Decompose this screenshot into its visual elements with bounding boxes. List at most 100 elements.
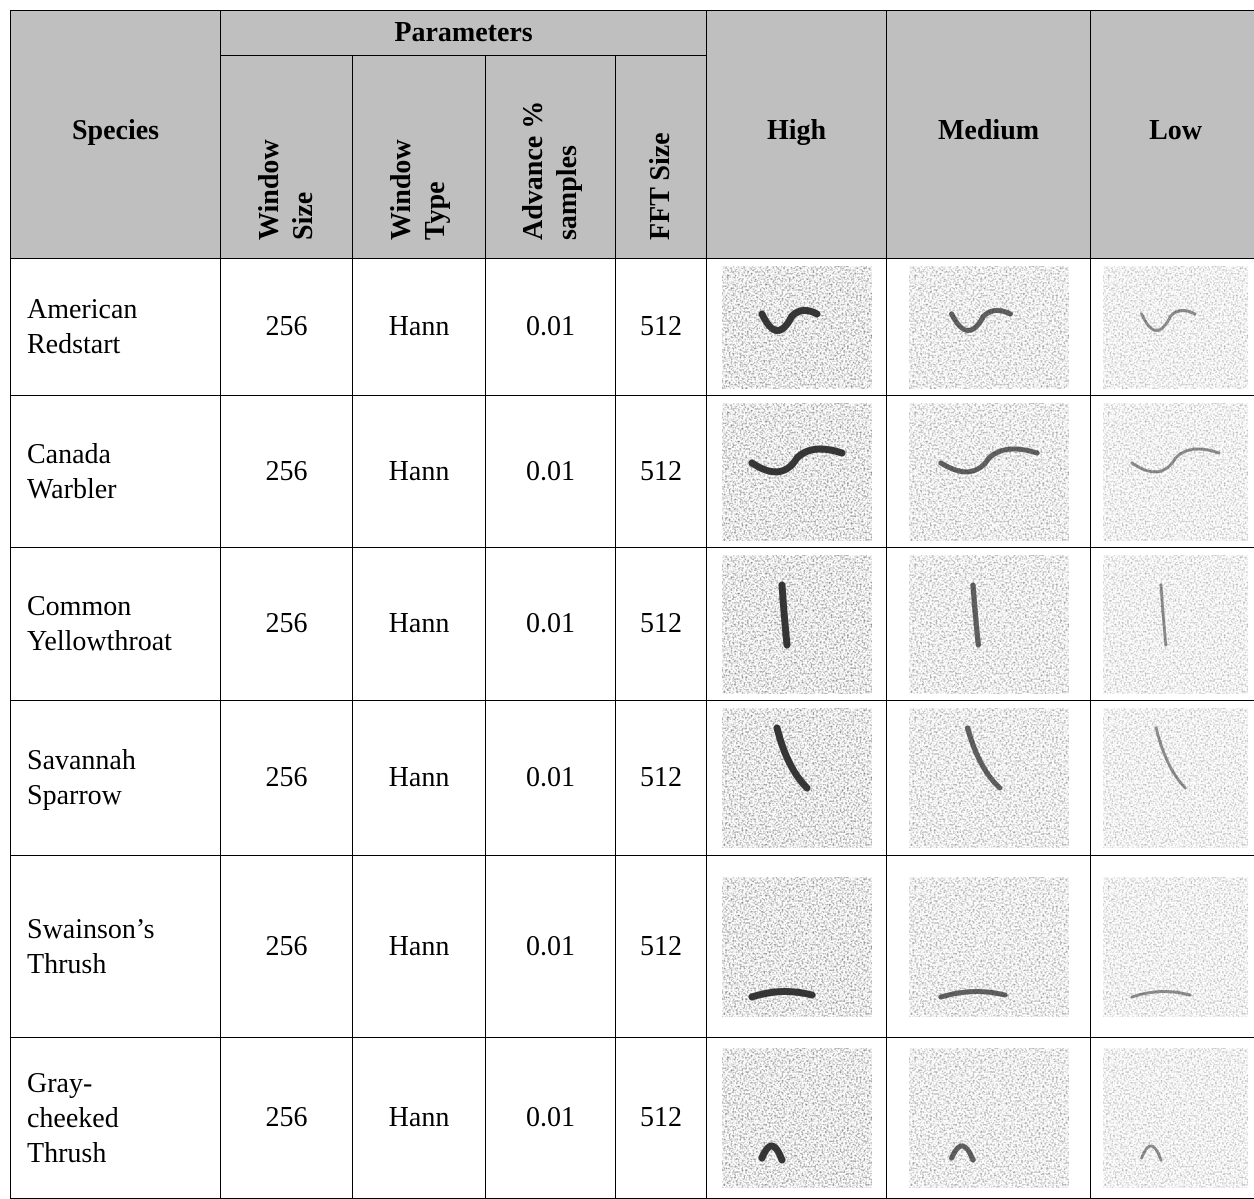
spectrogram-cell [887, 856, 1091, 1038]
spectrogram-cell [1091, 856, 1254, 1038]
spectrogram [722, 708, 872, 848]
param-cell: 512 [616, 548, 707, 701]
spectrogram-cell [707, 548, 887, 701]
parameter-table: Species Parameters High Medium Low Windo… [10, 10, 1254, 1199]
species-cell: Swainson’s Thrush [11, 856, 221, 1038]
level-header: Low [1091, 11, 1254, 259]
spectrogram [1103, 1048, 1248, 1188]
spectrogram-noise [909, 403, 1069, 541]
spectrogram-noise [1103, 555, 1248, 694]
spectrogram-cell [1091, 396, 1254, 548]
spectrogram-noise [909, 266, 1069, 389]
spectrogram [1103, 877, 1248, 1017]
param-cell: 0.01 [486, 701, 616, 856]
param-cell: Hann [353, 1038, 486, 1199]
spectrogram-cell [887, 396, 1091, 548]
spectrogram-noise [909, 555, 1069, 694]
spectrogram-cell [707, 396, 887, 548]
page: Species Parameters High Medium Low Windo… [0, 0, 1254, 1198]
spectrogram-cell [1091, 259, 1254, 396]
spectrogram [1103, 708, 1248, 848]
param-cell: 0.01 [486, 1038, 616, 1199]
param-cell: 0.01 [486, 259, 616, 396]
param-cell: 256 [221, 548, 353, 701]
header-text: Species [72, 115, 159, 146]
spectrogram-cell [1091, 548, 1254, 701]
spectrogram-cell [707, 1038, 887, 1199]
spectrogram-noise [1103, 877, 1248, 1017]
spectrogram [722, 266, 872, 389]
param-cell: 256 [221, 259, 353, 396]
spectrogram [1103, 555, 1248, 694]
param-cell: 512 [616, 701, 707, 856]
param-header: Window Type [353, 56, 486, 259]
param-cell: 512 [616, 1038, 707, 1199]
spectrogram [909, 555, 1069, 694]
param-cell: 512 [616, 856, 707, 1038]
header-text: Low [1149, 115, 1202, 146]
spectrogram-cell [887, 259, 1091, 396]
header-text: Advance % samples [517, 90, 585, 240]
level-header: Medium [887, 11, 1091, 259]
param-cell: 512 [616, 259, 707, 396]
spectrogram-noise [1103, 403, 1248, 541]
spectrogram [722, 877, 872, 1017]
param-cell: 0.01 [486, 396, 616, 548]
spectrogram-cell [887, 701, 1091, 856]
spectrogram-noise [722, 266, 872, 389]
spectrogram-noise [909, 877, 1069, 1017]
spectrogram-noise [722, 555, 872, 694]
spectrogram [909, 1048, 1069, 1188]
param-cell: 512 [616, 396, 707, 548]
spectrogram [722, 1048, 872, 1188]
param-cell: Hann [353, 396, 486, 548]
spectrogram-cell [887, 548, 1091, 701]
header-text: FFT Size [644, 100, 678, 240]
spectrogram [909, 877, 1069, 1017]
spectrogram-noise [1103, 1048, 1248, 1188]
level-header: High [707, 11, 887, 259]
spectrogram [909, 403, 1069, 541]
param-header: Advance % samples [486, 56, 616, 259]
spectrogram [722, 403, 872, 541]
param-cell: 256 [221, 1038, 353, 1199]
param-cell: 0.01 [486, 548, 616, 701]
spectrogram [909, 708, 1069, 848]
spectrogram-cell [707, 856, 887, 1038]
param-cell: Hann [353, 856, 486, 1038]
header-text: Parameters [394, 17, 532, 48]
header-text: Window Size [253, 100, 321, 240]
spectrogram-cell [1091, 701, 1254, 856]
spectrogram-cell [1091, 1038, 1254, 1199]
param-cell: Hann [353, 259, 486, 396]
spectrogram-cell [707, 701, 887, 856]
spectrogram [1103, 403, 1248, 541]
param-cell: 256 [221, 701, 353, 856]
spectrogram-noise [722, 877, 872, 1017]
spectrogram [722, 555, 872, 694]
param-cell: 256 [221, 396, 353, 548]
param-header: FFT Size [616, 56, 707, 259]
spectrogram-cell [707, 259, 887, 396]
param-cell: 0.01 [486, 856, 616, 1038]
species-cell: Common Yellowthroat [11, 548, 221, 701]
spectrogram-noise [722, 1048, 872, 1188]
param-header: Window Size [221, 56, 353, 259]
species-header: Species [11, 11, 221, 259]
spectrogram-noise [1103, 266, 1248, 389]
species-cell: Savannah Sparrow [11, 701, 221, 856]
spectrogram-noise [909, 1048, 1069, 1188]
spectrogram-cell [887, 1038, 1091, 1199]
param-cell: 256 [221, 856, 353, 1038]
header-text: Medium [938, 115, 1039, 146]
header-text: Window Type [385, 100, 453, 240]
species-cell: Canada Warbler [11, 396, 221, 548]
param-cell: Hann [353, 548, 486, 701]
spectrogram [909, 266, 1069, 389]
